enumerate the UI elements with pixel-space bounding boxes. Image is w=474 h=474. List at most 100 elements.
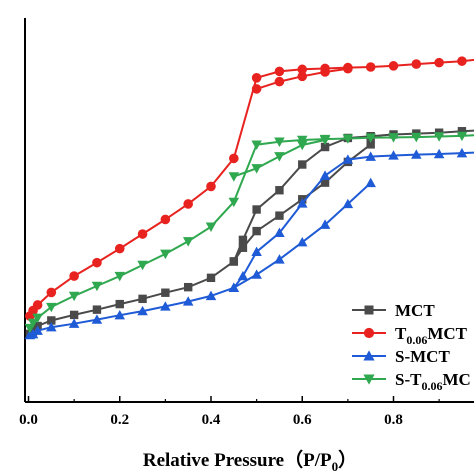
mct-adsorption-point bbox=[161, 288, 170, 297]
t0-06mct-adsorption-point bbox=[32, 300, 43, 310]
t0-06mct-desorption-point bbox=[297, 71, 308, 82]
mct-adsorption-point bbox=[183, 282, 193, 292]
t0-06mct-desorption-point bbox=[274, 76, 285, 87]
t0-06mct-adsorption-point bbox=[457, 56, 467, 66]
series-s-mct bbox=[25, 147, 474, 340]
x-tick-label: 0.6 bbox=[293, 412, 312, 428]
s-mct-adsorption-point bbox=[91, 314, 103, 324]
mct-desorption-point bbox=[275, 211, 284, 220]
s-mct-adsorption-point bbox=[433, 148, 445, 159]
s-mct-desorption-point bbox=[297, 236, 308, 247]
s-mct-desorption-point bbox=[365, 177, 376, 188]
legend-label: MCT bbox=[395, 301, 435, 320]
t0-06mct-adsorption-point bbox=[69, 271, 79, 281]
mct-adsorption-point bbox=[275, 186, 284, 195]
t0-06mct-adsorption-point bbox=[160, 214, 171, 225]
t0-06mct-adsorption-point bbox=[388, 61, 399, 71]
t0-06mct-adsorption-point bbox=[137, 229, 148, 239]
s-t0-06mct-adsorption-point bbox=[274, 137, 285, 148]
s-t0-06mct-adsorption-point bbox=[365, 133, 376, 143]
s-t0-06mct-adsorption-point bbox=[68, 291, 80, 302]
s-t0-06mct-adsorption-point bbox=[32, 313, 43, 324]
s-mct-adsorption-point bbox=[32, 325, 43, 335]
mct-desorption-point bbox=[238, 243, 248, 252]
t0-06mct-adsorption-point bbox=[251, 73, 262, 83]
x-tick-label: 0.0 bbox=[19, 412, 38, 428]
s-t0-06mct-adsorption-point bbox=[114, 271, 125, 282]
s-mct-adsorption-point bbox=[342, 154, 354, 164]
s-mct-adsorption-point bbox=[297, 198, 308, 208]
mct-adsorption-point bbox=[69, 310, 79, 320]
s-mct-adsorption-point bbox=[205, 290, 217, 301]
s-t0-06mct-adsorption-point bbox=[91, 281, 103, 292]
legend-marker bbox=[364, 305, 374, 315]
s-t0-06mct-adsorption-point bbox=[205, 222, 217, 232]
t0-06mct-adsorption-point bbox=[46, 287, 57, 298]
t0-06mct-adsorption-point bbox=[92, 257, 102, 268]
t0-06mct-adsorption-point bbox=[229, 153, 239, 164]
legend-item-s-mct: S-MCT bbox=[352, 347, 450, 366]
mct-adsorption-point bbox=[92, 305, 102, 314]
s-t0-06mct-adsorption-point bbox=[411, 132, 422, 143]
t0-06mct-adsorption-point bbox=[274, 66, 285, 77]
mct-desorption-point bbox=[229, 257, 239, 266]
legend-marker bbox=[363, 374, 375, 385]
t0-06mct-adsorption-point bbox=[434, 57, 444, 68]
series-layer bbox=[25, 56, 474, 340]
mct-desorption-point bbox=[252, 226, 261, 236]
s-t0-06mct-adsorption-point bbox=[182, 237, 194, 247]
legend-marker bbox=[363, 350, 375, 361]
s-t0-06mct-adsorption-point bbox=[228, 197, 240, 208]
t0-06mct-adsorption-point bbox=[183, 199, 193, 209]
s-mct-adsorption-point bbox=[114, 309, 125, 320]
mct-adsorption-point bbox=[47, 316, 56, 325]
t0-06mct-adsorption-point bbox=[365, 62, 376, 72]
series-t0-06mct bbox=[25, 56, 474, 321]
s-t0-06mct-desorption-point bbox=[297, 140, 308, 151]
s-t0-06mct-adsorption-point bbox=[160, 249, 171, 260]
s-t0-06mct-adsorption-point bbox=[27, 318, 39, 329]
s-mct-adsorption-point bbox=[319, 170, 331, 180]
s-mct-adsorption-point bbox=[182, 296, 194, 306]
chart-axes bbox=[24, 18, 474, 403]
legend-item-s-t0-06mct: S-T0.06MC bbox=[352, 370, 471, 393]
mct-adsorption-point bbox=[457, 127, 467, 136]
mct-adsorption-point bbox=[320, 142, 330, 152]
s-mct-adsorption-point bbox=[388, 150, 399, 160]
series-s-t0-06mct bbox=[25, 131, 474, 334]
s-t0-06mct-adsorption-point bbox=[342, 134, 354, 144]
s-mct-adsorption-point bbox=[251, 246, 262, 257]
s-mct-adsorption-point bbox=[456, 147, 468, 158]
s-mct-adsorption-point bbox=[160, 301, 171, 311]
x-tick-labels: 0.0 0.2 0.4 0.6 0.8 bbox=[19, 412, 403, 428]
t0-06mct-desorption-point bbox=[251, 84, 262, 94]
s-mct-desorption-point bbox=[319, 219, 331, 229]
mct-adsorption-point bbox=[115, 299, 124, 309]
t0-06mct-adsorption-point bbox=[206, 181, 216, 192]
s-t0-06mct-adsorption-point bbox=[433, 132, 445, 142]
x-tick-label: 0.2 bbox=[110, 412, 129, 428]
x-tick-label: 0.4 bbox=[202, 412, 221, 428]
mct-desorption-point bbox=[366, 140, 375, 149]
s-mct-desorption-point bbox=[251, 269, 262, 279]
s-t0-06mct-adsorption-point bbox=[46, 302, 57, 313]
t0-06mct-desorption-point bbox=[320, 67, 330, 77]
s-mct-adsorption-point bbox=[411, 149, 422, 159]
s-mct-adsorption-point bbox=[274, 227, 285, 238]
mct-desorption-point bbox=[320, 178, 330, 187]
t0-06mct-adsorption-point bbox=[114, 243, 125, 254]
mct-adsorption-point bbox=[298, 160, 307, 169]
s-t0-06mct-adsorption-point bbox=[388, 133, 399, 143]
legend-label: T0.06MCT bbox=[395, 324, 468, 347]
mct-adsorption-point bbox=[238, 235, 248, 245]
x-tick-label: 0.8 bbox=[384, 412, 403, 428]
s-mct-adsorption-point bbox=[237, 270, 249, 281]
legend-item-t0-06mct: T0.06MCT bbox=[352, 324, 468, 347]
legend-marker bbox=[363, 327, 375, 339]
x-axis-title: Relative Pressure（P/P0） bbox=[143, 448, 357, 474]
s-t0-06mct-adsorption-point bbox=[137, 260, 148, 271]
s-t0-06mct-desorption-point bbox=[228, 172, 240, 182]
s-mct-adsorption-line bbox=[29, 151, 474, 337]
